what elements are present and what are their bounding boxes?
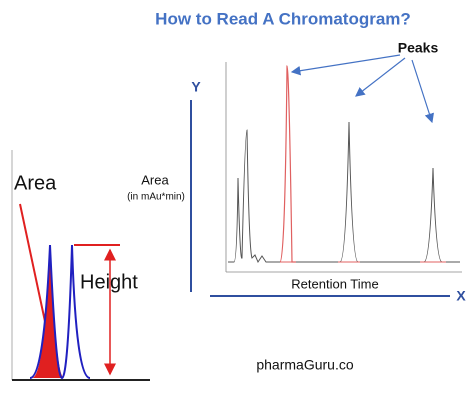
title: How to Read A Chromatogram? <box>155 9 411 28</box>
y-axis-label: Area <box>141 172 169 187</box>
peak-arrows <box>290 54 434 124</box>
footer: pharmaGuru.co <box>256 357 353 373</box>
peaks-label: Peaks <box>398 40 439 56</box>
inset-height-label: Height <box>80 271 138 293</box>
y-axis-unit: (in mAu*min) <box>127 192 185 203</box>
y-letter: Y <box>191 79 201 95</box>
chromatogram <box>225 62 462 273</box>
x-axis-label: Retention Time <box>291 276 378 291</box>
inset-area-label: Area <box>14 172 57 194</box>
x-letter: X <box>456 288 466 304</box>
inset: Area Height <box>11 150 150 381</box>
